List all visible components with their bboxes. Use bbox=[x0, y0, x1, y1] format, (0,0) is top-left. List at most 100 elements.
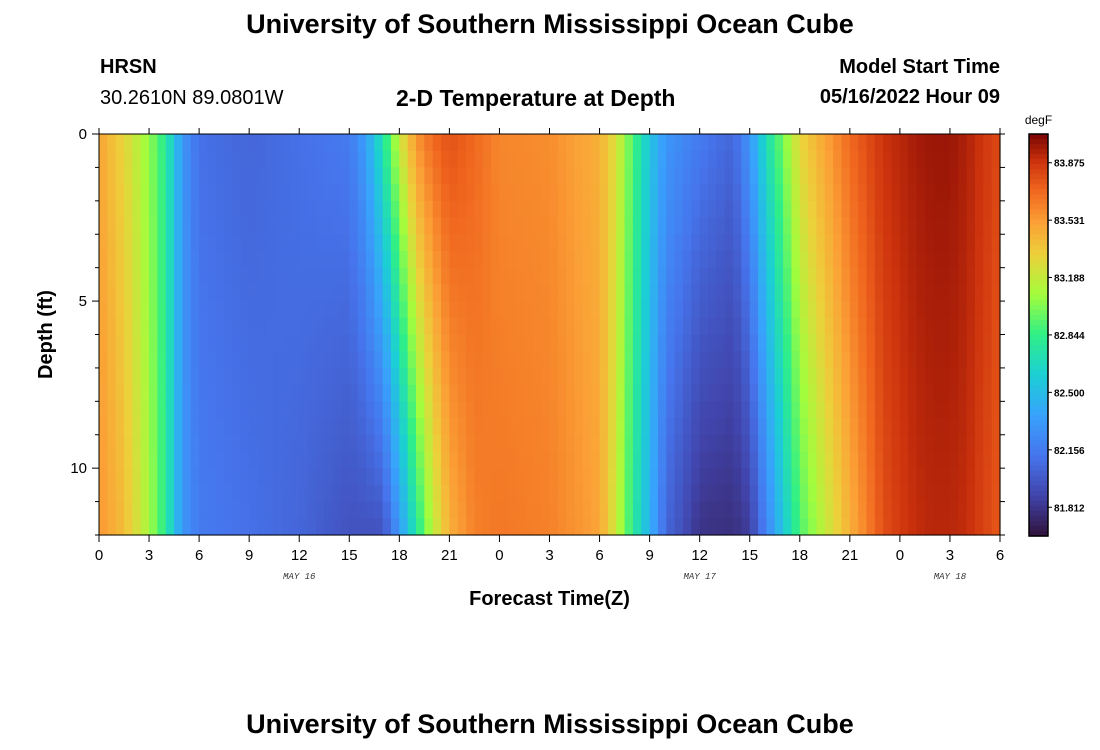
heatmap-cell bbox=[541, 518, 551, 536]
heatmap-cell bbox=[674, 184, 684, 202]
colorbar-band bbox=[1029, 510, 1048, 517]
heatmap-cell bbox=[791, 317, 801, 336]
heatmap-cell bbox=[682, 217, 692, 235]
heatmap-cell bbox=[432, 184, 442, 202]
heatmap-cell bbox=[682, 418, 692, 436]
heatmap-cell bbox=[374, 418, 384, 436]
heatmap-cell bbox=[299, 301, 309, 319]
heatmap-cell bbox=[691, 184, 701, 202]
heatmap-cell bbox=[249, 384, 259, 402]
heatmap-cell bbox=[424, 284, 434, 302]
heatmap-cell bbox=[340, 367, 350, 386]
heatmap-cell bbox=[682, 434, 692, 453]
heatmap-cell bbox=[324, 284, 334, 302]
heatmap-cell bbox=[174, 434, 184, 453]
heatmap-cell bbox=[190, 250, 200, 269]
heatmap-cell bbox=[574, 384, 584, 402]
heatmap-cell bbox=[549, 167, 559, 185]
heatmap-cell bbox=[941, 434, 951, 453]
heatmap-cell bbox=[257, 434, 267, 453]
heatmap-cell bbox=[991, 434, 1001, 453]
heatmap-cell bbox=[733, 184, 742, 202]
heatmap-cell bbox=[307, 150, 317, 169]
heatmap-cell bbox=[958, 167, 968, 185]
heatmap-cell bbox=[149, 384, 158, 402]
colorbar-band bbox=[1029, 244, 1048, 251]
heatmap-cell bbox=[849, 317, 859, 336]
heatmap-cell bbox=[599, 184, 609, 202]
heatmap-cell bbox=[482, 501, 492, 519]
heatmap-cell bbox=[666, 134, 676, 152]
heatmap-cell bbox=[157, 184, 167, 202]
heatmap-cell bbox=[858, 184, 868, 202]
heatmap-cell bbox=[374, 384, 384, 402]
heatmap-cell bbox=[741, 434, 751, 453]
heatmap-cell bbox=[307, 167, 317, 185]
heatmap-cell bbox=[232, 184, 242, 202]
heatmap-cell bbox=[549, 501, 559, 519]
heatmap-cell bbox=[149, 518, 158, 536]
heatmap-cell bbox=[733, 367, 742, 386]
colorbar-band bbox=[1029, 249, 1048, 256]
heatmap-cell bbox=[324, 384, 334, 402]
heatmap-cell bbox=[949, 267, 959, 285]
heatmap-cell bbox=[466, 301, 476, 319]
heatmap-cell bbox=[466, 134, 476, 152]
heatmap-cell bbox=[741, 384, 751, 402]
heatmap-cell bbox=[107, 468, 117, 486]
heatmap-cell bbox=[124, 334, 133, 352]
heatmap-cell bbox=[374, 468, 384, 486]
heatmap-cell bbox=[766, 301, 776, 319]
heatmap-cell bbox=[524, 234, 534, 252]
heatmap-cell bbox=[290, 234, 300, 252]
heatmap-cell bbox=[340, 217, 350, 235]
heatmap-cell bbox=[407, 150, 417, 169]
heatmap-cell bbox=[516, 384, 526, 402]
heatmap-cell bbox=[115, 267, 125, 285]
heatmap-cell bbox=[649, 250, 659, 269]
heatmap-cell bbox=[666, 334, 676, 352]
heatmap-cell bbox=[966, 334, 976, 352]
heatmap-cell bbox=[524, 200, 534, 219]
heatmap-cell bbox=[491, 284, 501, 302]
heatmap-cell bbox=[466, 468, 476, 486]
heatmap-cell bbox=[491, 217, 501, 235]
heatmap-cell bbox=[616, 134, 626, 152]
heatmap-cell bbox=[332, 401, 342, 419]
heatmap-cell bbox=[224, 200, 234, 219]
heatmap-cell bbox=[557, 234, 567, 252]
heatmap-cell bbox=[624, 250, 634, 269]
heatmap-cell bbox=[457, 167, 467, 185]
heatmap-cell bbox=[766, 451, 776, 469]
heatmap-cell bbox=[457, 351, 467, 369]
heatmap-cell bbox=[874, 167, 884, 185]
heatmap-cell bbox=[224, 351, 234, 369]
heatmap-cell bbox=[132, 200, 142, 219]
heatmap-cell bbox=[324, 401, 334, 419]
heatmap-cell bbox=[941, 451, 951, 469]
heatmap-cell bbox=[791, 184, 801, 202]
heatmap-cell bbox=[257, 518, 267, 536]
heatmap-cell bbox=[557, 384, 567, 402]
heatmap-cell bbox=[299, 167, 309, 185]
heatmap-cell bbox=[991, 167, 1001, 185]
heatmap-cell bbox=[115, 167, 125, 185]
heatmap-cell bbox=[215, 167, 225, 185]
heatmap-cell bbox=[774, 501, 784, 519]
heatmap-cell bbox=[499, 217, 509, 235]
colorbar-band bbox=[1029, 314, 1048, 321]
heatmap-cell bbox=[816, 150, 826, 169]
heatmap-cell bbox=[365, 351, 375, 369]
heatmap-cell bbox=[157, 234, 167, 252]
heatmap-cell bbox=[107, 284, 117, 302]
heatmap-cell bbox=[532, 134, 542, 152]
heatmap-cell bbox=[766, 418, 776, 436]
heatmap-cell bbox=[182, 418, 192, 436]
heatmap-cell bbox=[783, 434, 793, 453]
heatmap-cell bbox=[474, 234, 484, 252]
heatmap-cell bbox=[949, 134, 959, 152]
heatmap-cell bbox=[891, 384, 901, 402]
heatmap-cell bbox=[190, 384, 200, 402]
heatmap-cell bbox=[758, 284, 767, 302]
heatmap-cell bbox=[974, 267, 984, 285]
